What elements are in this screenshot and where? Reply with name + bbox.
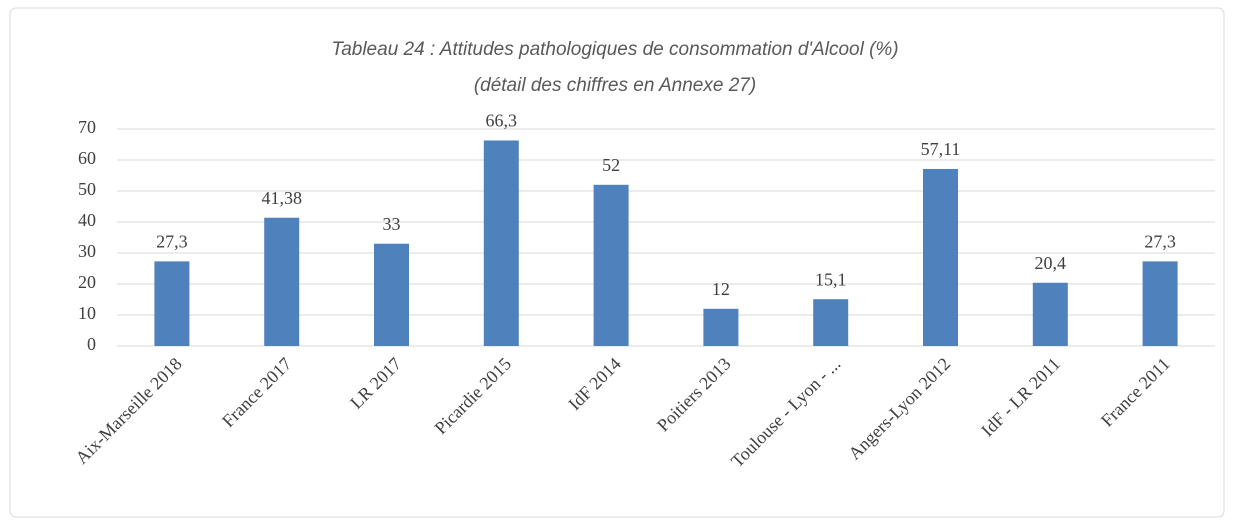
- y-tick-label: 20: [78, 272, 96, 292]
- y-tick-label: 40: [78, 210, 96, 230]
- bar: [593, 184, 629, 346]
- data-label: 66,3: [486, 111, 518, 131]
- bar: [923, 168, 958, 346]
- chart-subtitle: (détail des chiffres en Annexe 27): [474, 75, 756, 96]
- y-tick-label: 30: [78, 241, 96, 261]
- bar: [703, 308, 739, 346]
- y-tick-label: 50: [78, 179, 96, 199]
- bar: [1142, 261, 1178, 346]
- bar: [483, 140, 519, 346]
- data-label: 41,38: [261, 188, 302, 208]
- data-label: 52: [602, 155, 620, 175]
- y-tick-label: 0: [87, 334, 96, 354]
- data-label: 33: [383, 214, 401, 234]
- data-label: 27,3: [1144, 231, 1176, 251]
- data-label: 12: [712, 279, 730, 299]
- bar: [374, 243, 409, 346]
- bar: [813, 299, 849, 346]
- data-label: 27,3: [156, 231, 188, 251]
- bar: [264, 217, 300, 346]
- data-label: 20,4: [1035, 253, 1067, 273]
- bar: [1032, 282, 1068, 346]
- chart-title: Tableau 24 : Attitudes pathologiques de …: [331, 39, 898, 60]
- bar: [154, 261, 190, 346]
- data-label: 57,11: [921, 139, 961, 159]
- y-tick-label: 70: [78, 117, 96, 137]
- y-tick-label: 10: [78, 303, 96, 323]
- y-tick-label: 60: [78, 148, 96, 168]
- data-label: 15,1: [815, 269, 847, 289]
